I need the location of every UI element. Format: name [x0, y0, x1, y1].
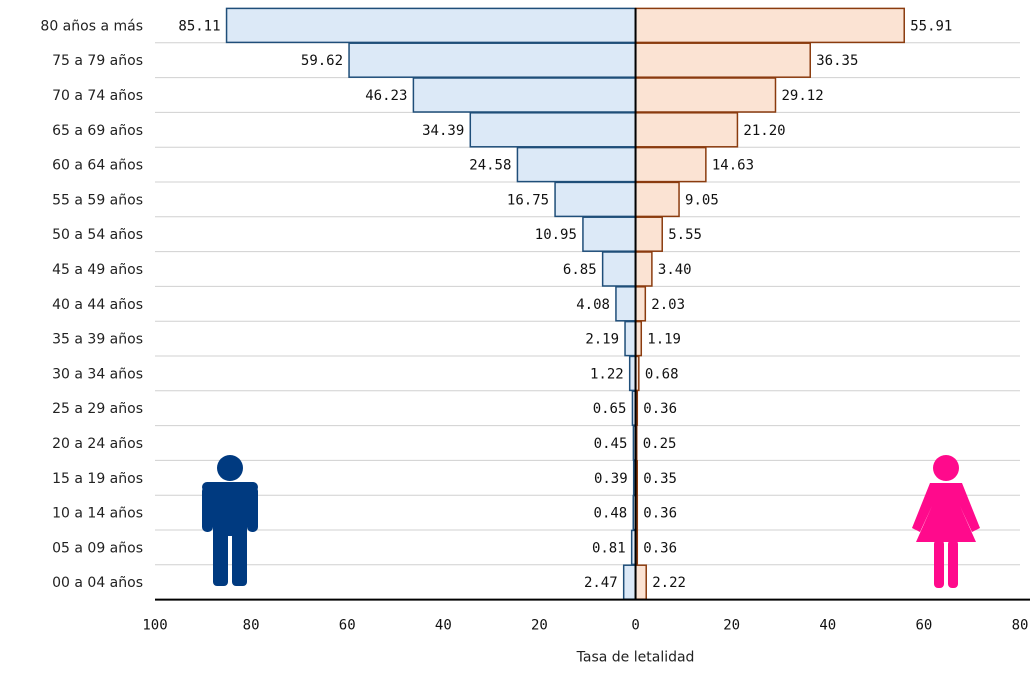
category-label: 65 a 69 años — [52, 123, 143, 139]
value-label-women: 0.25 — [643, 436, 677, 452]
bar-men — [582, 216, 637, 252]
category-label: 55 a 59 años — [52, 192, 143, 208]
bar-women — [634, 251, 653, 287]
category-label: 10 a 14 años — [52, 506, 143, 522]
bar-women — [634, 146, 707, 183]
x-tick-labels: 100 80 60 40 20 0 20 40 60 80 — [142, 618, 1028, 634]
bar-men — [624, 320, 637, 357]
value-label-men: 2.47 — [584, 575, 618, 591]
bars — [225, 7, 905, 600]
value-label-men: 2.19 — [585, 332, 619, 348]
x-tick-label: 80 — [1012, 618, 1029, 634]
bar-men — [348, 42, 637, 78]
category-labels: 80 años a más 75 a 79 años 70 a 74 años 65 … — [40, 18, 143, 591]
category-label: 40 a 44 años — [52, 297, 143, 313]
category-label: 00 a 04 años — [52, 575, 143, 591]
value-label-women: 1.19 — [647, 332, 681, 348]
value-label-women: 2.03 — [651, 297, 685, 313]
x-axis-title: Tasa de letalidad — [576, 650, 695, 666]
value-label-women: 55.91 — [910, 18, 952, 34]
category-label: 35 a 39 años — [52, 332, 143, 348]
value-label-men: 46.23 — [365, 88, 407, 104]
value-label-women: 9.05 — [685, 192, 719, 208]
value-label-women: 0.35 — [643, 471, 677, 487]
category-label: 25 a 29 años — [52, 401, 143, 417]
value-label-women: 36.35 — [816, 53, 858, 69]
x-tick-label: 0 — [631, 618, 639, 634]
bar-women — [634, 7, 905, 44]
value-label-women: 2.22 — [652, 575, 686, 591]
bar-women — [634, 42, 811, 78]
bar-men — [225, 7, 637, 44]
bar-women — [634, 216, 663, 252]
category-label: 05 a 09 años — [52, 540, 143, 556]
bar-women — [634, 564, 647, 600]
value-label-men: 0.81 — [592, 540, 626, 556]
value-label-men: 59.62 — [301, 53, 343, 69]
bar-women — [634, 112, 739, 148]
value-label-women: 5.55 — [668, 227, 702, 243]
female-figure-icon — [912, 455, 980, 588]
value-label-women: 0.36 — [643, 506, 677, 522]
value-label-women: 0.36 — [643, 401, 677, 417]
value-label-women: 0.36 — [643, 540, 677, 556]
x-tick-label: 60 — [339, 618, 356, 634]
x-tick-label: 20 — [723, 618, 740, 634]
category-label: 80 años a más — [40, 18, 143, 34]
category-label: 60 a 64 años — [52, 158, 143, 174]
value-label-men: 10.95 — [535, 227, 577, 243]
value-label-men: 6.85 — [563, 262, 597, 278]
bar-men — [622, 564, 637, 600]
value-label-men: 0.39 — [594, 471, 628, 487]
category-label: 75 a 79 años — [52, 53, 143, 69]
category-label: 70 a 74 años — [52, 88, 143, 104]
x-tick-label: 60 — [915, 618, 932, 634]
value-label-men: 34.39 — [422, 123, 464, 139]
bar-women — [634, 286, 647, 322]
bar-men — [615, 286, 637, 322]
x-tick-label: 80 — [243, 618, 260, 634]
value-label-men: 16.75 — [507, 192, 549, 208]
value-label-men: 0.45 — [594, 436, 628, 452]
value-label-women: 14.63 — [712, 158, 754, 174]
bar-men — [516, 146, 637, 183]
value-label-men: 85.11 — [178, 18, 220, 34]
category-label: 30 a 34 años — [52, 366, 143, 382]
bar-men — [412, 77, 637, 113]
category-label: 45 a 49 años — [52, 262, 143, 278]
value-labels: 85.11 55.91 59.62 36.35 46.23 29.12 34.39 21.20… — [178, 18, 952, 591]
bar-men — [554, 181, 637, 218]
category-label: 50 a 54 años — [52, 227, 143, 243]
value-label-men: 4.08 — [576, 297, 610, 313]
x-tick-label: 40 — [819, 618, 836, 634]
value-label-women: 29.12 — [781, 88, 823, 104]
value-label-men: 24.58 — [469, 158, 511, 174]
bar-women — [634, 77, 777, 113]
value-label-men: 0.48 — [594, 506, 628, 522]
value-label-women: 21.20 — [743, 123, 785, 139]
value-label-men: 0.65 — [593, 401, 627, 417]
value-label-women: 3.40 — [658, 262, 692, 278]
bar-men — [601, 251, 637, 287]
value-label-men: 1.22 — [590, 366, 624, 382]
male-figure-icon — [202, 455, 258, 586]
category-label: 15 a 19 años — [52, 471, 143, 487]
x-tick-label: 20 — [531, 618, 548, 634]
category-label: 20 a 24 años — [52, 436, 143, 452]
bar-women — [634, 181, 680, 218]
value-label-women: 0.68 — [645, 366, 679, 382]
x-tick-label: 100 — [142, 618, 167, 634]
x-tick-label: 40 — [435, 618, 452, 634]
bar-men — [469, 112, 637, 148]
